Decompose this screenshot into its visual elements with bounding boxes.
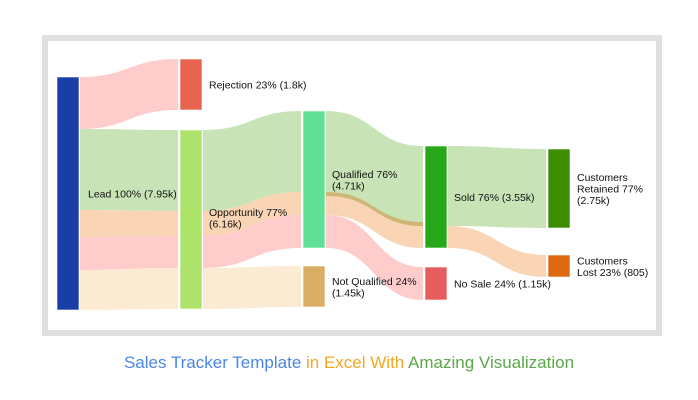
node-label-not-qualified: Not Qualified 24% (1.45k): [332, 276, 417, 300]
flow-qualified-sold-c: [326, 192, 423, 226]
flow-opportunity-qualified-c: [203, 215, 301, 268]
node-sold: [424, 145, 448, 249]
node-label-line: Qualified 76%: [332, 169, 397, 181]
node-label-line: Rejection 23% (1.8k): [209, 80, 306, 92]
node-label-line: Lead 100% (7.95k): [88, 189, 177, 201]
flow-opportunity-not-qualified: [203, 266, 301, 309]
node-opportunity: [179, 129, 203, 310]
node-label-lost: Customers Lost 23% (805): [577, 255, 648, 279]
node-label-line: Lost 23% (805): [577, 267, 648, 279]
node-no-sale: [424, 266, 448, 301]
caption-part-2: in Excel With: [301, 353, 409, 372]
node-label-lead: Lead 100% (7.95k): [88, 189, 177, 201]
flow-qualified-no-sale: [326, 215, 423, 300]
sankey-chart: Lead 100% (7.95k) Rejection 23% (1.8k) Opp…: [56, 58, 648, 311]
node-qualified: [302, 110, 326, 249]
node-label-opportunity: Opportunity 77% (6.16k): [209, 207, 287, 231]
node-rejection: [179, 58, 203, 111]
flow-lead-opportunity-not-qualified: [80, 268, 178, 310]
node-label-sold: Sold 76% (3.55k): [454, 192, 535, 204]
caption-part-1: Sales Tracker Template: [123, 353, 302, 372]
node-label-line: Not Qualified 24%: [332, 276, 417, 288]
node-label-line: (2.75k): [577, 195, 610, 207]
node-label-line: No Sale 24% (1.15k): [454, 279, 551, 291]
node-label-line: Opportunity 77%: [209, 207, 287, 219]
caption-part-3: Amazing Visualization: [408, 353, 575, 372]
node-label-retained: Customers Retained 77% (2.75k): [577, 172, 643, 207]
flow-lead-rejection: [80, 59, 178, 129]
flow-sold-retained: [448, 146, 546, 228]
node-label-line: (1.45k): [332, 287, 365, 299]
node-label-rejection: Rejection 23% (1.8k): [209, 80, 306, 92]
node-label-line: (6.16k): [209, 219, 242, 231]
flow-opportunity-qualified: [203, 111, 301, 211]
node-label-line: Customers: [577, 172, 628, 184]
flow-qualified-sold-b: [326, 192, 423, 248]
caption: Sales Tracker Template in Excel With Ama…: [0, 353, 698, 373]
node-label-line: Customers: [577, 255, 628, 267]
flow-lead-opportunity-no-sale: [80, 210, 178, 237]
node-retained: [547, 148, 571, 229]
flow-lead-opportunity-no-sale-b: [80, 236, 178, 270]
node-not-qualified: [302, 265, 326, 308]
node-label-line: Sold 76% (3.55k): [454, 192, 535, 204]
node-lost: [547, 254, 571, 278]
node-label-line: (4.71k): [332, 180, 365, 192]
node-label-qualified: Qualified 76% (4.71k): [332, 169, 397, 193]
flow-lead-opportunity-qualified-sold: [80, 129, 178, 211]
node-label-line: Retained 77%: [577, 184, 643, 196]
flow-qualified-sold: [326, 111, 423, 225]
node-label-no-sale: No Sale 24% (1.15k): [454, 279, 551, 291]
node-lead: [56, 76, 80, 311]
flow-opportunity-qualified-b: [203, 192, 301, 236]
flow-sold-lost: [448, 226, 546, 277]
